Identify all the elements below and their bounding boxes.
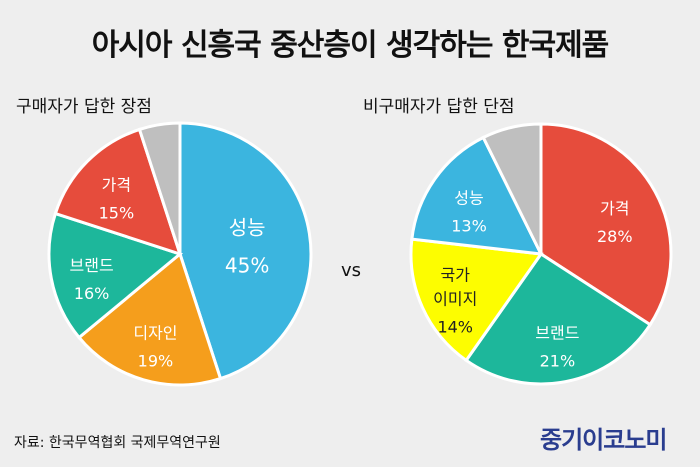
pie-slice-1-4 [481,122,543,255]
slice-label-1-2-0: 국가 [440,265,470,284]
source-note: 자료: 한국무역협회 국제무역연구원 [14,435,221,451]
slice-value-1-1: 21% [540,351,576,370]
slice-label-0-0-0: 성능 [229,216,266,240]
slice-label-0-3-0: 가격 [102,175,131,194]
slice-value-0-2: 16% [74,284,110,303]
slice-value-0-0: 45% [225,254,269,278]
slice-label-1-1-0: 브랜드 [535,323,579,342]
pie-slice-1-2 [409,237,544,363]
slice-label-1-0-0: 가격 [600,199,629,218]
pie-slice-0-4 [137,121,182,255]
vs-label: vs [341,260,362,281]
slice-label-0-2-0: 브랜드 [70,256,114,275]
slice-label-1-2-1: 이미지 [433,289,477,308]
slice-label-0-1-0: 디자인 [133,324,177,343]
page-title: 아시아 신흥국 중산층이 생각하는 한국제품 [91,28,610,63]
slice-value-1-0: 28% [597,227,633,246]
pie-slice-1-1 [464,251,653,386]
publisher-logo: 중기이코노미 [540,426,667,454]
pie-slice-0-1 [76,251,223,387]
slice-value-1-3: 13% [451,216,487,235]
slice-value-0-3: 15% [99,203,135,222]
right-chart-title: 비구매자가 답한 단점 [363,97,515,117]
left-chart-title: 구매자가 답한 장점 [16,97,152,117]
pie-slice-0-0 [178,121,313,381]
slice-label-1-3-0: 성능 [454,188,483,207]
slice-value-1-2: 14% [437,317,473,336]
slice-value-0-1: 19% [138,352,174,371]
pie-slice-1-3 [410,135,544,256]
